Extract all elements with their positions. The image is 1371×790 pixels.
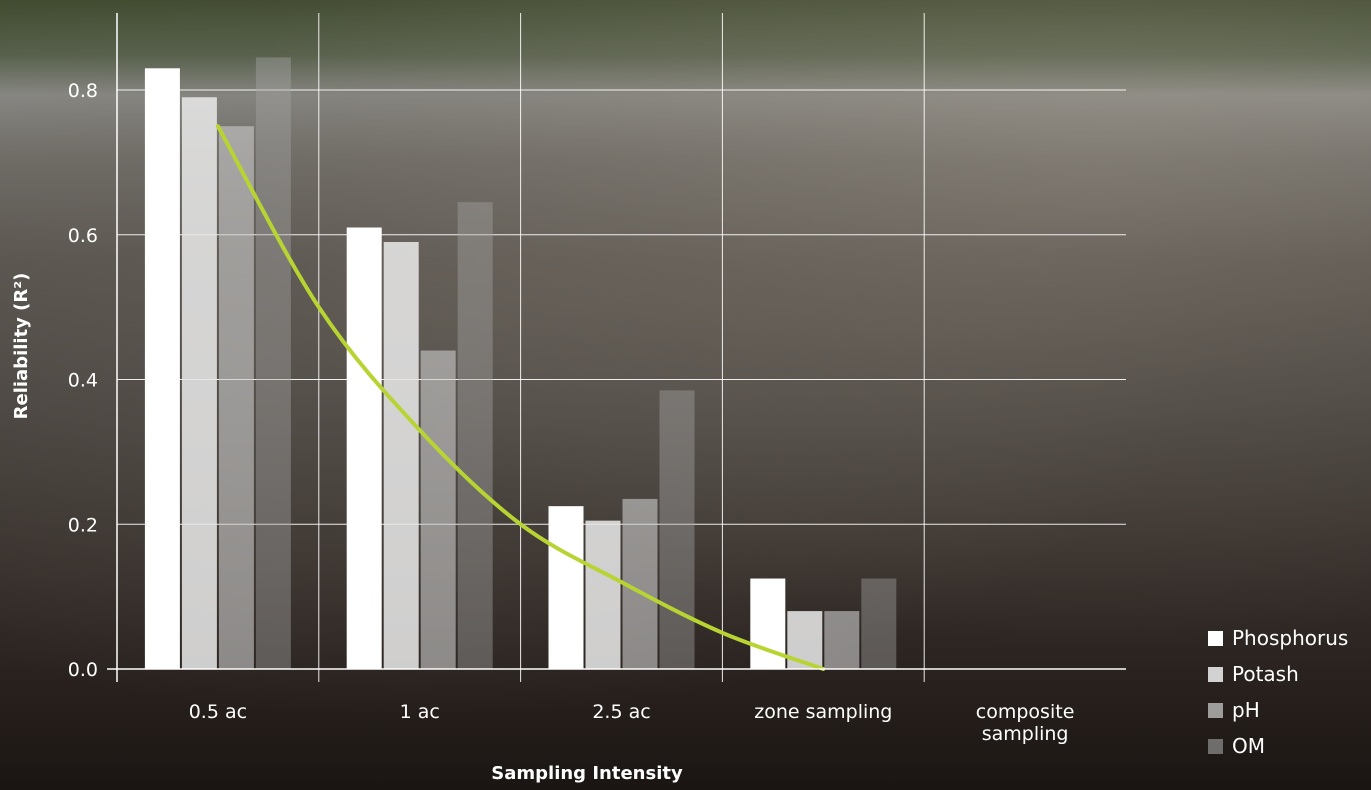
bar-om-2 <box>659 390 695 669</box>
y-tick-label: 0.6 <box>68 225 98 247</box>
bar-om-1 <box>457 202 493 669</box>
bar-ph-1 <box>420 350 456 669</box>
bar-potash-2 <box>585 520 621 669</box>
legend-item-om: OM <box>1208 728 1348 764</box>
x-tick-label: 0.5 ac <box>189 701 247 723</box>
bar-om-3 <box>861 578 897 669</box>
x-axis-title: Sampling Intensity <box>491 763 683 784</box>
trendline <box>215 124 826 671</box>
axes: 0.0 0.2 0.4 0.6 0.8 0.5 ac 1 ac 2.5 ac zone samp… <box>68 13 1126 745</box>
gridlines <box>117 13 1126 682</box>
legend-item-phosphorus: Phosphorus <box>1208 620 1348 656</box>
y-tick-label: 0.2 <box>68 514 98 536</box>
legend-swatch-ph <box>1208 702 1223 718</box>
bar-ph-3 <box>824 611 860 669</box>
bar-potash-1 <box>383 241 419 670</box>
legend-item-potash: Potash <box>1208 656 1348 692</box>
bar-phosphorus-1 <box>346 227 382 669</box>
legend-label-ph: pH <box>1232 698 1260 722</box>
bar-potash-0 <box>181 97 217 670</box>
legend-label-potash: Potash <box>1232 662 1299 686</box>
bar-ph-0 <box>218 126 254 669</box>
bar-om-0 <box>255 57 291 669</box>
legend-swatch-om <box>1208 738 1223 754</box>
legend: Phosphorus Potash pH OM <box>1208 620 1348 764</box>
y-axis-title: Reliability (R²) <box>11 273 32 420</box>
legend-swatch-phosphorus <box>1208 630 1223 646</box>
x-tick-label: zone sampling <box>754 701 892 723</box>
trendline-curve <box>215 124 826 671</box>
y-tick-label: 0.8 <box>68 80 98 102</box>
legend-swatch-potash <box>1208 666 1223 682</box>
legend-label-phosphorus: Phosphorus <box>1232 626 1349 650</box>
y-tick-label: 0.0 <box>68 659 98 681</box>
legend-label-om: OM <box>1232 734 1265 758</box>
x-tick-label: 2.5 ac <box>592 701 650 723</box>
x-tick-label: composite sampling <box>976 701 1075 745</box>
bar-phosphorus-0 <box>144 68 180 670</box>
x-tick-label: 1 ac <box>400 701 440 723</box>
bar-phosphorus-2 <box>548 506 584 669</box>
legend-item-ph: pH <box>1208 692 1348 728</box>
y-tick-label: 0.4 <box>68 370 98 392</box>
bars <box>144 57 897 670</box>
